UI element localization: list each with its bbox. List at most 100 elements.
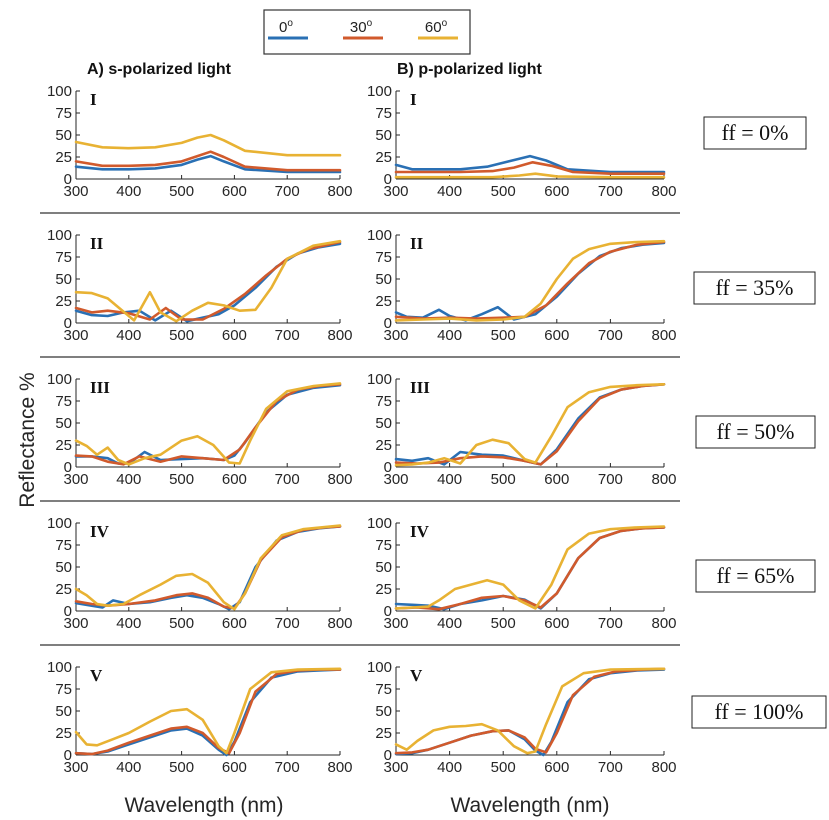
y-tick-label: 75 bbox=[375, 105, 392, 122]
ff-label: ff = 65% bbox=[695, 559, 816, 593]
x-tick-label: 700 bbox=[275, 759, 300, 776]
y-tick-label: 50 bbox=[55, 271, 72, 288]
y-tick-label: 25 bbox=[375, 149, 392, 166]
y-tick-label: 100 bbox=[367, 515, 392, 532]
row-numeral: II bbox=[410, 234, 424, 253]
series-line-60deg bbox=[394, 172, 666, 179]
ff-box bbox=[703, 116, 807, 150]
x-tick-label: 500 bbox=[169, 183, 194, 200]
series-line-0deg bbox=[394, 383, 666, 466]
x-tick-label: 600 bbox=[544, 471, 569, 488]
series-line-60deg bbox=[394, 239, 666, 322]
x-tick-label: 700 bbox=[598, 327, 623, 344]
y-tick-label: 75 bbox=[375, 537, 392, 554]
x-tick-label: 300 bbox=[63, 471, 88, 488]
y-tick-label: 75 bbox=[55, 681, 72, 698]
ff-text: ff = 50% bbox=[717, 419, 795, 444]
series-line-30deg bbox=[394, 526, 666, 611]
x-tick-label: 400 bbox=[437, 759, 462, 776]
column-title-b: B) p-polarized light bbox=[397, 61, 543, 78]
ff-labels: ff = 0% ff = 35% ff = 50% ff = 65% ff = 100% bbox=[691, 116, 827, 729]
series-line-30deg bbox=[74, 240, 342, 321]
series-line-30deg bbox=[74, 383, 342, 466]
y-tick-label: 0 bbox=[384, 459, 392, 476]
ff-text: ff = 0% bbox=[722, 120, 789, 145]
x-tick-label: 300 bbox=[63, 759, 88, 776]
column-title-a: A) s-polarized light bbox=[87, 61, 232, 78]
series-line-60deg bbox=[74, 133, 342, 157]
x-tick-label: 600 bbox=[544, 759, 569, 776]
series-line-0deg bbox=[74, 154, 342, 174]
legend: 0o 30o 60o bbox=[263, 9, 471, 55]
series-line-60deg bbox=[74, 667, 342, 755]
y-tick-label: 25 bbox=[55, 725, 72, 742]
legend-box bbox=[263, 9, 471, 55]
x-tick-label: 500 bbox=[491, 471, 516, 488]
x-tick-label: 300 bbox=[383, 327, 408, 344]
x-tick-label: 300 bbox=[63, 183, 88, 200]
panel-i-b: 0 25 50 75 100 300 400 500 600 700 800 I bbox=[367, 83, 677, 200]
y-tick-label: 75 bbox=[375, 393, 392, 410]
ff-box bbox=[695, 415, 816, 449]
panel-i-a: 0 25 50 75 100 300 400 500 600 700 800 I bbox=[47, 83, 353, 200]
x-tick-label: 500 bbox=[169, 615, 194, 632]
y-tick-label: 0 bbox=[64, 315, 72, 332]
x-tick-label: 700 bbox=[275, 615, 300, 632]
y-axis-label: Reflectance % bbox=[16, 372, 39, 507]
series-line-0deg bbox=[74, 383, 342, 465]
x-tick-label: 800 bbox=[651, 183, 676, 200]
x-tick-label: 600 bbox=[222, 615, 247, 632]
x-tick-label: 400 bbox=[116, 183, 141, 200]
series-line-30deg bbox=[74, 525, 342, 610]
y-tick-label: 100 bbox=[47, 659, 72, 676]
x-tick-label: 300 bbox=[383, 759, 408, 776]
y-tick-label: 25 bbox=[375, 437, 392, 454]
x-tick-label: 700 bbox=[598, 759, 623, 776]
series-line-30deg bbox=[394, 161, 666, 175]
series-line-0deg bbox=[394, 526, 666, 611]
y-tick-label: 0 bbox=[64, 459, 72, 476]
y-tick-label: 0 bbox=[64, 171, 72, 188]
y-tick-label: 100 bbox=[367, 83, 392, 100]
x-tick-label: 400 bbox=[437, 615, 462, 632]
row-numeral: V bbox=[410, 666, 423, 685]
x-tick-label: 300 bbox=[63, 327, 88, 344]
y-tick-label: 25 bbox=[55, 581, 72, 598]
y-tick-label: 50 bbox=[55, 127, 72, 144]
ff-text: ff = 100% bbox=[715, 699, 804, 724]
x-tick-label: 300 bbox=[383, 615, 408, 632]
x-tick-label: 800 bbox=[651, 327, 676, 344]
y-tick-label: 50 bbox=[55, 415, 72, 432]
y-tick-label: 25 bbox=[375, 581, 392, 598]
row-numeral: III bbox=[410, 378, 430, 397]
series-line-30deg bbox=[394, 383, 666, 466]
ff-label: ff = 35% bbox=[693, 271, 816, 305]
ff-box bbox=[691, 695, 827, 729]
series-line-60deg bbox=[394, 383, 666, 467]
x-axis-label-b: Wavelength (nm) bbox=[450, 794, 609, 817]
series-line-60deg bbox=[394, 525, 666, 610]
series-line-30deg bbox=[74, 668, 342, 756]
series-line-30deg bbox=[394, 667, 666, 755]
series-line-0deg bbox=[74, 668, 342, 757]
y-tick-label: 75 bbox=[55, 537, 72, 554]
x-tick-label: 300 bbox=[383, 183, 408, 200]
panel-iv-b: 0 25 50 75 100 300 400 500 600 700 800 IV bbox=[367, 515, 677, 632]
x-tick-label: 700 bbox=[598, 471, 623, 488]
ff-label: ff = 0% bbox=[703, 116, 807, 150]
y-tick-label: 0 bbox=[64, 603, 72, 620]
x-tick-label: 800 bbox=[651, 759, 676, 776]
y-tick-label: 25 bbox=[55, 293, 72, 310]
y-tick-label: 0 bbox=[384, 171, 392, 188]
panel-v-a: 0 25 50 75 100 300 400 500 600 700 800 V bbox=[47, 659, 353, 776]
y-tick-label: 50 bbox=[375, 271, 392, 288]
row-numeral: V bbox=[90, 666, 103, 685]
y-tick-label: 75 bbox=[55, 393, 72, 410]
x-tick-label: 400 bbox=[437, 327, 462, 344]
x-tick-label: 800 bbox=[327, 759, 352, 776]
series-line-30deg bbox=[394, 240, 666, 320]
series-line-60deg bbox=[74, 382, 342, 466]
y-tick-label: 75 bbox=[375, 249, 392, 266]
x-tick-label: 700 bbox=[275, 471, 300, 488]
x-tick-label: 300 bbox=[383, 471, 408, 488]
